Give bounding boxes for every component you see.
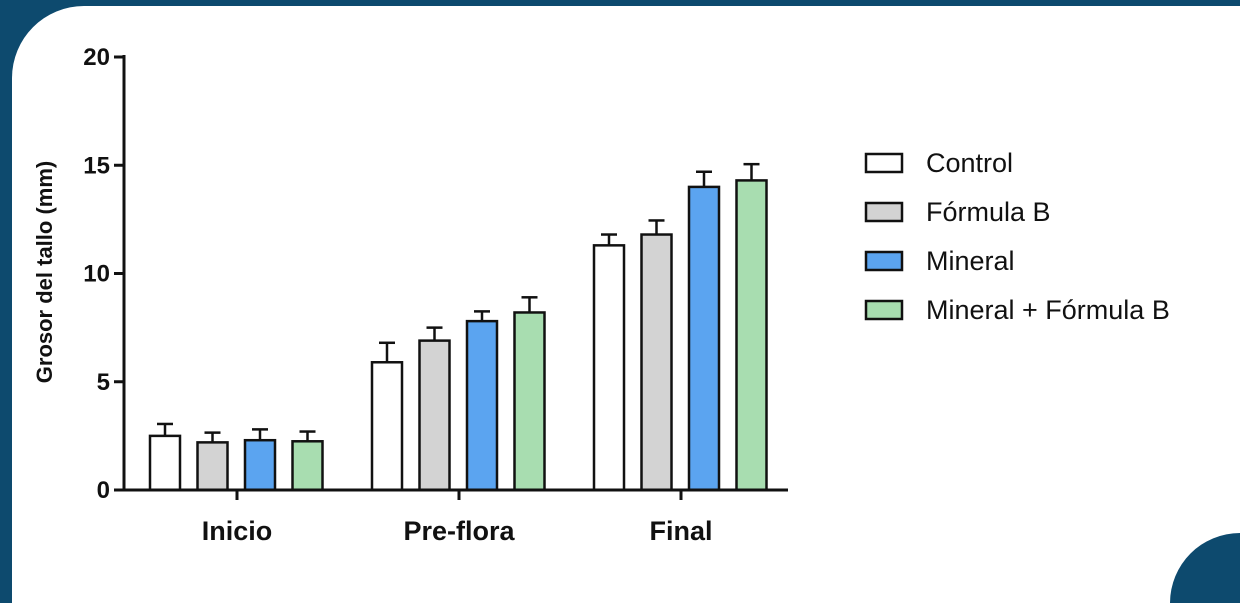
bars-layer (148, 162, 768, 492)
y-tick-label: 0 (97, 477, 110, 504)
bar-pre-flora-control (370, 361, 404, 492)
bar-final-control (592, 244, 626, 492)
y-tick-label: 20 (83, 44, 110, 71)
bar-pre-flora-f-rmula-b (418, 339, 451, 492)
legend: Control Fórmula B Mineral Mineral + Fórmula… (864, 148, 1170, 325)
bar-final-f-rmula-b (640, 233, 673, 492)
legend-swatch (864, 250, 904, 272)
x-category-label: Pre-flora (403, 516, 515, 546)
legend-label: Fórmula B (926, 197, 1051, 227)
bar-inicio-mineral-f-rmula-b (291, 440, 324, 492)
legend-swatch (864, 201, 904, 223)
y-axis-title: Grosor del tallo (mm) (32, 161, 57, 383)
bar-final-mineral (687, 185, 721, 492)
legend-label: Mineral (926, 246, 1015, 276)
legend-label: Control (926, 148, 1013, 178)
bar-pre-flora-mineral (465, 319, 499, 492)
bar-inicio-mineral (243, 438, 277, 492)
axes-layer: 0 5 10 15 20 Inicio Pre-flora Final (83, 44, 788, 546)
x-category-label: Final (649, 516, 712, 546)
bar-inicio-control (148, 434, 182, 492)
bar-pre-flora-mineral-f-rmula-b (513, 311, 546, 492)
bar-final-mineral-f-rmula-b (735, 179, 768, 492)
chart-panel (12, 6, 1240, 603)
legend-swatch (864, 299, 904, 321)
legend-label: Mineral + Fórmula B (926, 295, 1170, 325)
x-category-label: Inicio (202, 516, 273, 546)
y-tick-label: 5 (97, 369, 110, 396)
bar-inicio-f-rmula-b (196, 441, 229, 492)
y-tick-label: 15 (83, 152, 110, 179)
legend-swatch (864, 152, 904, 174)
y-tick-label: 10 (83, 261, 110, 288)
